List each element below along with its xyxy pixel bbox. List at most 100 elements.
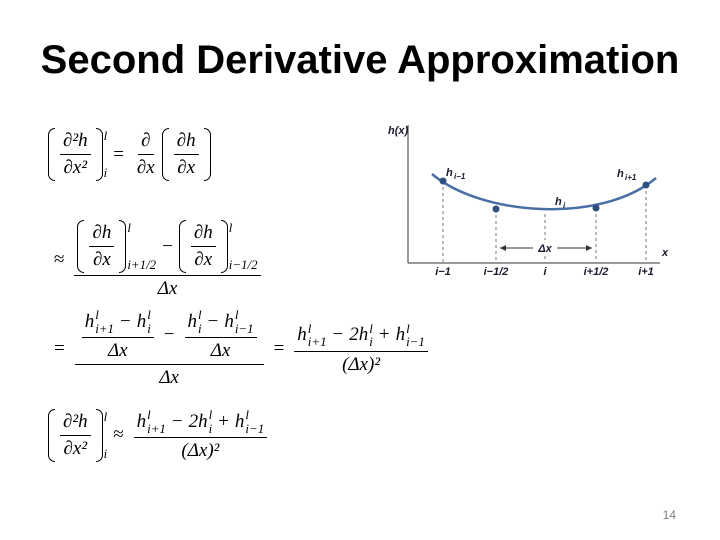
math-text: ∂x <box>194 249 213 270</box>
fraction: ∂ ∂x <box>134 130 158 179</box>
x-tick-label: i+1 <box>638 266 654 278</box>
indexed-term: h l i+1 <box>137 408 166 435</box>
point-label: h <box>446 167 453 179</box>
math-text: h <box>297 324 307 346</box>
dx-label: Δx <box>537 243 552 255</box>
point-label: h <box>617 168 624 180</box>
indexed-term: h l i+1 <box>297 321 326 349</box>
math-text: ∂h <box>193 222 213 243</box>
scripts: l i+1/2 <box>127 220 156 273</box>
subscript: i−1 <box>406 334 425 350</box>
denominator: ∂x² <box>61 155 91 179</box>
math-text: = <box>273 337 285 359</box>
dx-bg <box>533 240 557 254</box>
point <box>492 205 500 213</box>
slide-title: Second Derivative Approximation <box>40 38 680 82</box>
point-label-sub: i+1 <box>625 173 637 182</box>
fraction: ∂h ∂x <box>173 130 199 179</box>
superscript: l <box>228 220 233 235</box>
denominator: Δx <box>105 338 131 362</box>
point-label-sub: i <box>563 201 566 210</box>
denominator: (Δx)² <box>339 352 383 376</box>
point-label: h <box>555 196 562 208</box>
right-paren <box>95 408 103 462</box>
math-text: − <box>332 324 344 346</box>
numerator: ∂h <box>89 222 115 247</box>
fraction: h l i+1−2 h l i + h l i−1 (Δx)² <box>294 320 428 376</box>
parenthesized: ∂h ∂x <box>161 128 211 181</box>
numerator: h l i+1− h l i Δx − h l i − h l i−1 Δx <box>74 308 264 366</box>
subscript: i <box>208 420 213 436</box>
math-text: ∂h <box>92 222 112 243</box>
math-text: ∂ <box>141 130 151 151</box>
superscript: l <box>245 407 249 422</box>
math-text: Δx <box>107 340 128 362</box>
guides <box>442 181 647 263</box>
math-text: + <box>218 410 229 432</box>
math-text: h <box>84 310 95 332</box>
denominator: ∂x <box>191 247 215 271</box>
math-text: h <box>224 310 234 332</box>
denominator: Δx <box>156 365 182 389</box>
left-paren <box>48 408 55 462</box>
paren-content: ∂²h ∂x² <box>55 409 96 462</box>
scripts: l i−1/2 <box>229 220 258 273</box>
math-text: ∂²h <box>63 410 88 432</box>
math-text: ∂x² <box>63 437 88 459</box>
x-tick-label: i+1/2 <box>584 266 609 278</box>
left-paren <box>48 128 55 181</box>
denominator: Δx <box>208 338 234 362</box>
fraction: ∂²h ∂x² <box>60 130 91 179</box>
numerator: ∂²h <box>60 130 91 155</box>
subscript: i−1 <box>234 320 254 336</box>
parenthesized: ∂²h ∂x² l i <box>48 128 107 181</box>
fraction: ∂²h ∂x² <box>60 411 91 460</box>
equation: ∂²h ∂x² l i = ∂ ∂x ∂h ∂x <box>48 128 211 181</box>
math-text: h <box>198 410 208 432</box>
superscript: l <box>147 407 151 422</box>
math-text: ∂²h <box>63 130 88 151</box>
indexed-term: h l i−1 <box>224 308 253 335</box>
math-text: − <box>119 310 131 332</box>
math-text: ∂x <box>136 157 155 178</box>
numerator: h l i − h l i−1 <box>184 308 257 339</box>
math-text: ≈ <box>113 424 124 446</box>
math-text: − <box>171 410 183 432</box>
scripts: l i+1 <box>95 308 114 335</box>
curve <box>431 173 657 211</box>
math-text: ∂x <box>177 157 196 178</box>
superscript: l <box>208 407 213 422</box>
point-label-sub: i−1 <box>454 172 466 181</box>
equation: = h l i+1− h l i Δx − h l i − h l i−1 Δx Δx = h l i+1−2 h l i + h l… <box>48 308 432 389</box>
paren-content: ∂h ∂x <box>84 220 119 273</box>
math-text: 2 <box>349 324 359 346</box>
math-text: h <box>358 324 369 346</box>
indexed-term: h l i+1 <box>85 308 114 335</box>
math-text: Δx <box>157 278 178 299</box>
x-tick-label: i <box>543 266 547 278</box>
math-text: Δx <box>210 340 231 362</box>
fraction: ∂h ∂x <box>190 222 216 271</box>
superscript: l <box>406 320 410 336</box>
subscript: i <box>103 165 108 180</box>
point <box>592 204 600 212</box>
math-text: 2 <box>188 410 199 432</box>
numerator: ∂²h <box>60 411 91 436</box>
paren-content: ∂h ∂x <box>169 128 204 181</box>
math-text: Δx <box>159 367 179 389</box>
math-text: ∂x <box>92 249 111 270</box>
denominator: (Δx)² <box>178 438 222 462</box>
denominator: Δx <box>155 276 181 300</box>
numerator: h l i+1−2 h l i + h l i−1 <box>294 320 428 352</box>
math-text: ∂h <box>176 130 196 151</box>
fraction: ∂h ∂x <box>89 222 115 271</box>
fraction: h l i+1−2 h l i + h l i−1 (Δx)² <box>133 407 268 462</box>
equation: ≈ ∂h ∂x l i+1/2− ∂h ∂x l i−1/2 Δx <box>48 220 265 300</box>
superscript: l <box>369 320 373 336</box>
numerator: h l i+1− h l i <box>81 308 154 339</box>
math-text: h <box>187 310 198 332</box>
